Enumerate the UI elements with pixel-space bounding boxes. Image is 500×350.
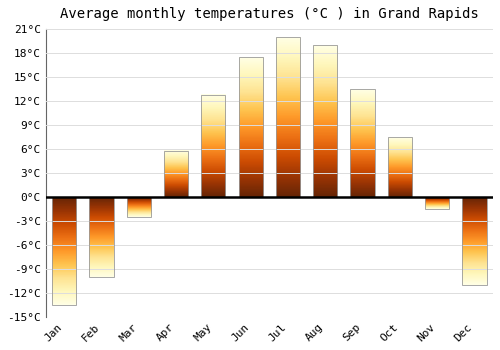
Bar — [90, 197, 114, 277]
Bar — [388, 137, 412, 197]
Bar — [425, 197, 449, 209]
Bar — [52, 197, 76, 305]
Bar — [238, 57, 263, 197]
Bar — [313, 45, 338, 197]
Bar — [276, 37, 300, 197]
Bar — [350, 89, 374, 197]
Title: Average monthly temperatures (°C ) in Grand Rapids: Average monthly temperatures (°C ) in Gr… — [60, 7, 478, 21]
Bar — [126, 197, 151, 217]
Bar — [201, 94, 226, 197]
Bar — [164, 150, 188, 197]
Bar — [462, 197, 486, 285]
